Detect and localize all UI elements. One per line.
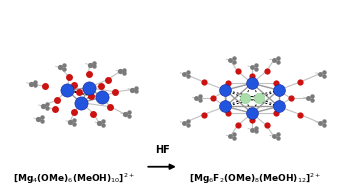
Text: [Mg$_4$(OMe)$_6$(MeOH)$_{10}$]$^{2+}$: [Mg$_4$(OMe)$_6$(MeOH)$_{10}$]$^{2+}$ [13, 172, 135, 186]
Text: HF: HF [155, 146, 170, 156]
Text: [Mg$_6$F$_2$(OMe)$_8$(MeOH)$_{12}$]$^{2+}$: [Mg$_6$F$_2$(OMe)$_8$(MeOH)$_{12}$]$^{2+… [189, 172, 321, 186]
